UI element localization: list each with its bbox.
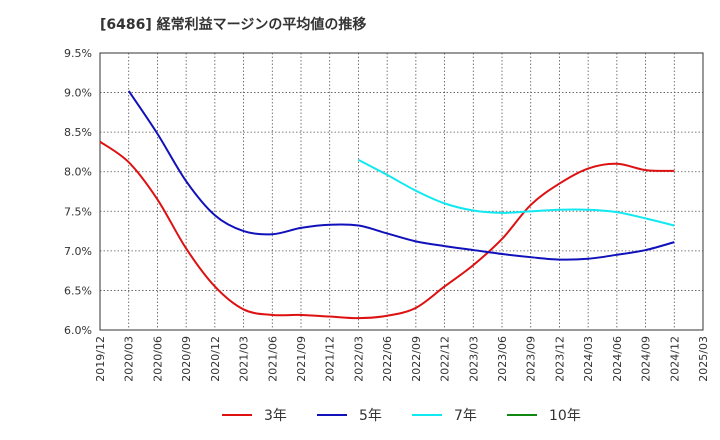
y-tick-label: 8.0% (64, 166, 92, 179)
x-tick-label: 2024/06 (611, 336, 624, 382)
x-tick-label: 2021/06 (266, 336, 279, 382)
plot-frame (99, 52, 704, 331)
x-tick-label: 2025/03 (697, 336, 710, 382)
legend-label: 10年 (549, 408, 581, 424)
legend: 3年 5年 7年 10年 (222, 408, 581, 424)
y-tick-label: 6.5% (64, 284, 92, 297)
x-tick-label: 2022/06 (381, 336, 394, 382)
x-tick-label: 2024/03 (582, 336, 595, 382)
chart-title: [6486] 経常利益マージンの平均値の推移 (100, 17, 367, 33)
x-tick-label: 2021/12 (324, 336, 337, 382)
x-tick-label: 2019/12 (94, 336, 107, 382)
series-line-1 (99, 140, 675, 320)
x-tick-label: 2022/09 (410, 336, 423, 382)
x-tick-label: 2020/06 (151, 336, 164, 382)
series-line-3 (357, 158, 675, 227)
x-tick-label: 2021/03 (238, 336, 251, 382)
x-tick-label: 2021/09 (295, 336, 308, 382)
x-tick-label: 2023/09 (525, 336, 538, 382)
y-tick-labels: 6.0% 6.5% 7.0% 7.5% 8.0% 8.5% 9.0% 9.5% (64, 47, 92, 337)
y-tick-label: 9.5% (64, 47, 92, 60)
x-tick-label: 2024/09 (640, 336, 653, 382)
series-lines (99, 90, 675, 320)
series-line-2 (127, 90, 675, 261)
legend-label: 7年 (454, 408, 477, 424)
y-tick-label: 9.0% (64, 87, 92, 100)
y-tick-label: 6.0% (64, 324, 92, 337)
x-tick-label: 2022/12 (439, 336, 452, 382)
y-tick-label: 7.0% (64, 245, 92, 258)
legend-label: 5年 (359, 408, 382, 424)
x-tick-label: 2020/12 (209, 336, 222, 382)
x-tick-label: 2023/03 (467, 336, 480, 382)
x-tick-label: 2023/12 (553, 336, 566, 382)
x-tick-label: 2024/12 (668, 336, 681, 382)
axes (99, 52, 704, 331)
y-tick-label: 8.5% (64, 126, 92, 139)
x-tick-label: 2022/03 (352, 336, 365, 382)
x-tick-labels: 2019/12 2020/03 2020/06 2020/09 2020/12 2021/… (94, 336, 710, 382)
x-tick-label: 2023/06 (496, 336, 509, 382)
legend-label: 3年 (264, 408, 287, 424)
grid (99, 52, 704, 331)
y-tick-label: 7.5% (64, 205, 92, 218)
x-tick-label: 2020/09 (180, 336, 193, 382)
x-tick-label: 2020/03 (123, 336, 136, 382)
